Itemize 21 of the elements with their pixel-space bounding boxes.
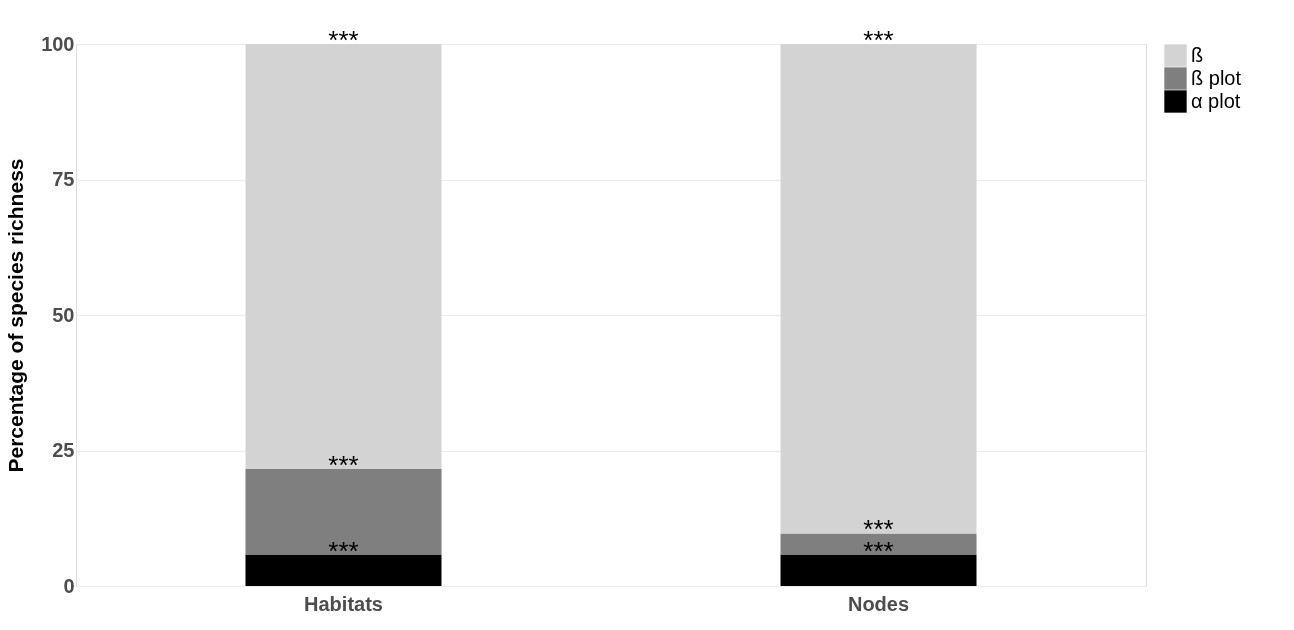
- bar: [780, 554, 977, 586]
- annotation: ***: [328, 449, 359, 480]
- annotation: ***: [328, 25, 359, 55]
- legend-label: ß plot: [1191, 66, 1242, 89]
- legend-label: ß: [1191, 43, 1204, 66]
- bar: [780, 44, 977, 534]
- bar: [245, 468, 442, 555]
- annotation: ***: [328, 535, 359, 566]
- y-tick-label: 0: [63, 574, 75, 597]
- y-tick-label: 50: [52, 303, 75, 326]
- annotation: ***: [863, 25, 894, 55]
- bar: [780, 533, 977, 555]
- y-axis-title: Percentage of species richness: [4, 158, 28, 473]
- y-tick-label: 100: [41, 32, 75, 55]
- x-tick-label: Nodes: [847, 592, 910, 615]
- bar: [245, 554, 442, 586]
- y-tick-label: 25: [52, 439, 75, 461]
- legend-label: α plot: [1191, 89, 1241, 112]
- x-tick-label: Habitats: [304, 592, 383, 615]
- y-tick-label: 75: [52, 168, 75, 190]
- bar: [245, 44, 442, 469]
